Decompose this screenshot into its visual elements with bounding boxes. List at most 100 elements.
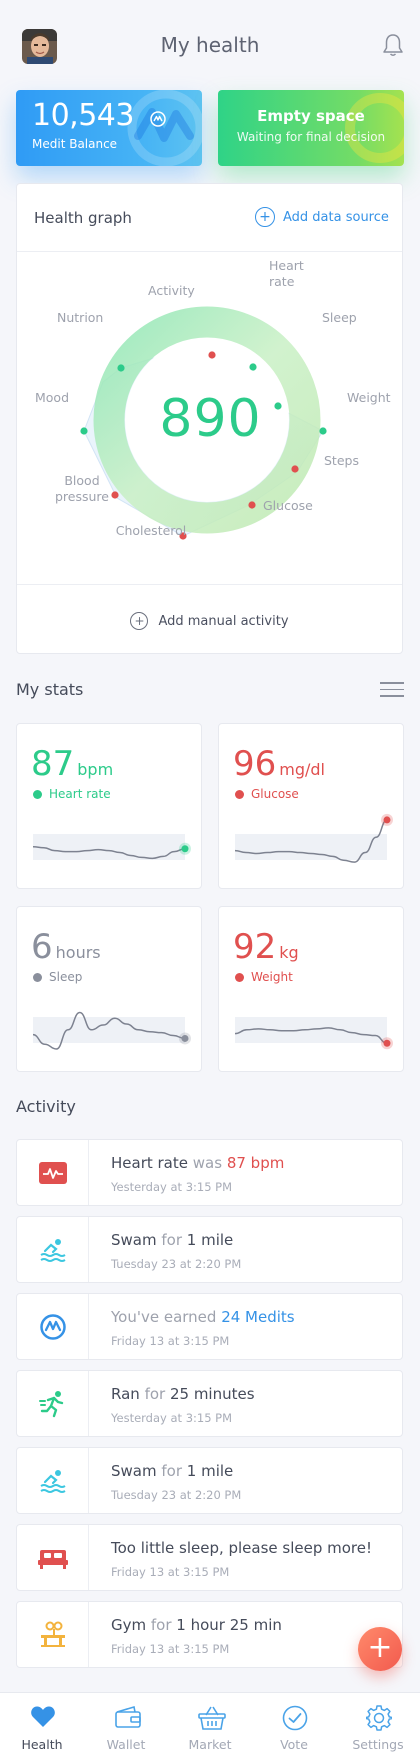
stat-value: 96 mg/dl: [233, 744, 325, 784]
sparkline-path: [234, 1027, 388, 1044]
swimmer-icon: [17, 1448, 89, 1513]
radar-label: Mood: [35, 390, 69, 405]
activity-title: Ran for 25 minutes: [111, 1385, 255, 1403]
activity-text-part: Heart rate: [111, 1154, 188, 1172]
activity-timestamp: Friday 13 at 3:15 PM: [111, 1642, 230, 1656]
activity-timestamp: Friday 13 at 3:15 PM: [111, 1334, 230, 1348]
add-manual-activity-button[interactable]: + Add manual activity: [17, 612, 402, 630]
stat-label-text: Weight: [251, 970, 293, 984]
my-stats-title: My stats: [16, 680, 84, 699]
stat-value: 6 hours: [31, 927, 101, 967]
activity-text-part: 24 Medits: [221, 1308, 295, 1326]
stat-card-glucose[interactable]: 96 mg/dl Glucose: [218, 723, 404, 889]
bed-icon: [17, 1525, 89, 1590]
status-dot: [33, 789, 42, 799]
tab-settings[interactable]: Settings: [336, 1693, 420, 1759]
medit-balance-card[interactable]: 10,543 Medit Balance: [16, 90, 202, 166]
normal-range-band: [235, 834, 387, 860]
radar-point-sleep[interactable]: [208, 351, 216, 359]
radar-point-mood[interactable]: [179, 532, 187, 540]
divider: [17, 251, 402, 252]
radar-label: Weight: [347, 390, 391, 405]
stat-card-sleep[interactable]: 6 hours Sleep: [16, 906, 202, 1072]
activity-item[interactable]: You've earned 24 Medits Friday 13 at 3:1…: [16, 1293, 403, 1360]
sparkline-chart: [32, 1011, 191, 1050]
radar-point-heart-rate[interactable]: [117, 364, 125, 372]
add-data-source-label: Add data source: [283, 209, 389, 225]
activity-item[interactable]: Swam for 1 mile Tuesday 23 at 2:20 PM: [16, 1216, 403, 1283]
empty-space-card[interactable]: Empty space Waiting for final decision: [218, 90, 404, 166]
user-avatar[interactable]: [22, 29, 57, 64]
radar-label: rate: [269, 274, 295, 289]
medit-coin-icon: [17, 1294, 89, 1359]
radar-label: Sleep: [322, 310, 357, 325]
activity-title: Swam for 1 mile: [111, 1462, 233, 1480]
radar-label: Activity: [148, 283, 195, 298]
radar-point-weight[interactable]: [249, 363, 257, 371]
stat-unit: bpm: [77, 760, 114, 779]
stat-unit: mg/dl: [279, 760, 325, 779]
bottom-tab-bar: Health Wallet Market Vote Settings: [0, 1692, 420, 1759]
score-ring: [93, 306, 321, 534]
radar-point-glucose[interactable]: [319, 427, 327, 435]
activity-item[interactable]: Swam for 1 mile Tuesday 23 at 2:20 PM: [16, 1447, 403, 1514]
activity-title: Too little sleep, please sleep more!: [111, 1539, 372, 1557]
health-score: 890: [159, 389, 262, 449]
stat-unit: hours: [55, 943, 101, 962]
stat-label-text: Glucose: [251, 787, 299, 801]
activity-text-part: 1 hour 25 min: [176, 1616, 282, 1634]
activity-item[interactable]: Too little sleep, please sleep more! Fri…: [16, 1524, 403, 1591]
stat-card-heart-rate[interactable]: 87 bpm Heart rate: [16, 723, 202, 889]
activity-text-part: 87 bpm: [226, 1154, 285, 1172]
radar-point-steps[interactable]: [274, 402, 282, 410]
activity-title: Heart rate was 87 bpm: [111, 1154, 284, 1172]
activity-text-part: Ran: [111, 1385, 140, 1403]
activity-title: Swam for 1 mile: [111, 1231, 233, 1249]
radar-point-nutrion[interactable]: [111, 491, 119, 499]
add-manual-activity-label: Add manual activity: [158, 613, 289, 629]
notification-bell-icon[interactable]: [382, 33, 404, 57]
tab-wallet[interactable]: Wallet: [84, 1693, 168, 1759]
radar-point-activity[interactable]: [80, 427, 88, 435]
tab-health[interactable]: Health: [0, 1693, 84, 1759]
add-fab-button[interactable]: +: [358, 1627, 402, 1671]
menu-icon[interactable]: [380, 682, 404, 700]
add-data-source-button[interactable]: + Add data source: [255, 207, 389, 227]
activity-item[interactable]: Gym for 1 hour 25 min Friday 13 at 3:15 …: [16, 1601, 403, 1668]
app-header: My health: [0, 0, 420, 90]
stat-label: Sleep: [33, 970, 82, 984]
activity-title: Gym for 1 hour 25 min: [111, 1616, 282, 1634]
tab-market[interactable]: Market: [168, 1693, 252, 1759]
sparkline-chart: [32, 834, 191, 860]
plus-circle-icon: +: [130, 612, 149, 630]
radar-point-blood-pressure[interactable]: [248, 501, 256, 509]
runner-icon: [17, 1371, 89, 1436]
divider: [17, 584, 402, 585]
tab-label: Wallet: [106, 1737, 146, 1752]
stat-card-weight[interactable]: 92 kg Weight: [218, 906, 404, 1072]
tab-label: Settings: [352, 1737, 404, 1752]
radar-label: pressure: [55, 489, 109, 504]
heart-monitor-icon: [17, 1140, 89, 1205]
activity-item[interactable]: Ran for 25 minutes Yesterday at 3:15 PM: [16, 1370, 403, 1437]
tab-label: Vote: [280, 1737, 308, 1752]
activity-title: You've earned 24 Medits: [111, 1308, 295, 1326]
activity-item[interactable]: Heart rate was 87 bpm Yesterday at 3:15 …: [16, 1139, 403, 1206]
sparkline-path: [234, 819, 388, 863]
normal-range-band: [33, 834, 185, 860]
tab-vote[interactable]: Vote: [252, 1693, 336, 1759]
health-graph-card: Health graph + Add data source Heart rate…: [16, 183, 403, 654]
activity-text-part: You've earned: [111, 1308, 222, 1326]
sparkline-chart: [234, 1017, 393, 1050]
activity-title: Activity: [16, 1097, 76, 1116]
sparkline-endpoint: [383, 816, 391, 824]
stat-number: 92: [233, 927, 277, 967]
sparkline-path: [32, 1011, 186, 1050]
activity-text-part: Gym: [111, 1616, 147, 1634]
stat-label: Heart rate: [33, 787, 111, 801]
stat-label-text: Sleep: [49, 970, 83, 984]
stat-label: Glucose: [235, 787, 299, 801]
radar-point-cholesterol[interactable]: [291, 465, 299, 473]
activity-text-part: for: [146, 1616, 177, 1634]
